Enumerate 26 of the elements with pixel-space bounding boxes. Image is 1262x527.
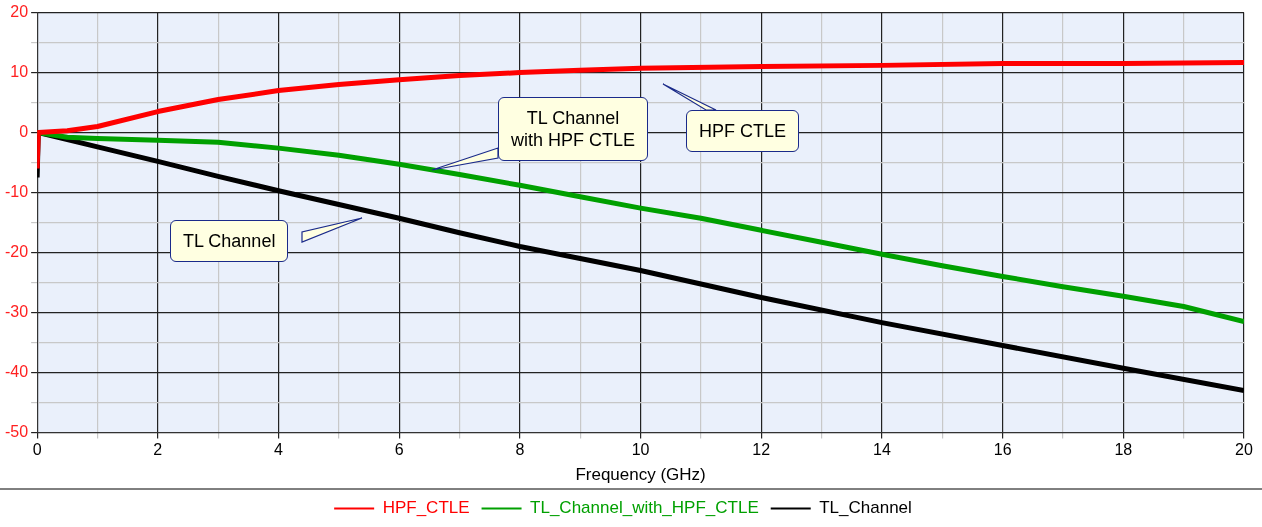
x-tick-label: 12 [752, 441, 771, 459]
x-tick-label: 20 [1235, 441, 1253, 459]
annotation: HPF CTLE [686, 110, 800, 152]
legend-label: HPF_CTLE [382, 498, 470, 518]
legend-label: TL_Channel_with_HPF_CTLE [530, 498, 759, 518]
x-tick-label: 18 [1114, 441, 1133, 459]
y-tick-label: 20 [10, 3, 29, 21]
y-tick-label: -20 [5, 242, 29, 260]
x-axis-title: Frequency (GHz) [575, 465, 706, 485]
y-tick-label: -30 [5, 302, 29, 320]
y-tick-label: -50 [5, 422, 29, 440]
x-tick-label: 10 [631, 441, 650, 459]
annotation: TL Channel [170, 220, 289, 262]
x-tick-label: 16 [993, 441, 1012, 459]
x-tick-label: 6 [394, 441, 404, 459]
y-tick-label: 10 [10, 62, 29, 80]
x-tick-label: 8 [515, 441, 525, 459]
x-tick-label: 2 [153, 441, 163, 459]
y-tick-label: -40 [5, 362, 29, 380]
x-tick-label: 4 [274, 441, 284, 459]
y-tick-label: 0 [19, 122, 29, 140]
legend-label: TL_Channel [819, 498, 912, 518]
y-tick-label: -10 [5, 182, 29, 200]
annotation: TL Channel with HPF CTLE [498, 97, 649, 161]
x-tick-label: 14 [873, 441, 891, 459]
x-tick-label: 0 [32, 441, 42, 459]
